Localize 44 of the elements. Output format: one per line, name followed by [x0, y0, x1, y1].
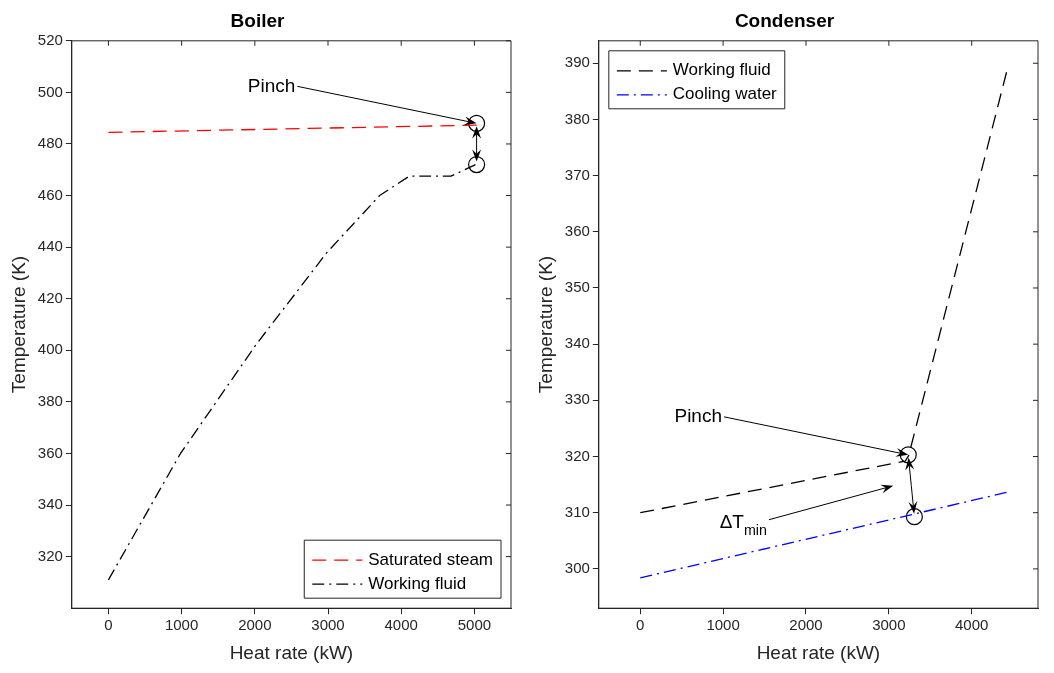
y-tick-label: 440 [37, 237, 63, 255]
y-tick-label: 460 [37, 185, 63, 203]
annotation: Pinch [674, 405, 722, 427]
y-axis-title: Temperature (K) [7, 255, 29, 394]
annotation: Pinch [247, 74, 296, 96]
y-tick-label: 380 [564, 109, 590, 127]
x-tick-label: 2000 [789, 616, 823, 634]
y-tick-label: 480 [37, 134, 63, 152]
x-tick-label: 5000 [457, 616, 492, 634]
y-axis-title: Temperature (K) [534, 255, 556, 394]
x-tick-label: 3000 [311, 616, 345, 634]
x-tick-label: 0 [104, 616, 113, 634]
chart-title: Boiler [230, 9, 286, 31]
legend-label: Working fluid [368, 573, 467, 593]
y-tick-label: 380 [37, 392, 63, 410]
legend-label: Saturated steam [368, 549, 494, 569]
y-tick-label: 360 [564, 221, 590, 239]
chart-title: Condenser [734, 9, 835, 31]
y-tick-label: 390 [564, 53, 590, 71]
y-tick-label: 300 [564, 559, 590, 577]
y-tick-label: 340 [564, 334, 590, 352]
y-tick-label: 500 [37, 82, 63, 100]
x-axis-title: Heat rate (kW) [229, 641, 354, 663]
y-tick-label: 320 [37, 546, 63, 564]
y-tick-label: 340 [37, 495, 63, 513]
x-tick-label: 4000 [384, 616, 418, 634]
x-tick-label: 2000 [238, 616, 272, 634]
y-tick-label: 310 [564, 502, 590, 520]
y-tick-label: 350 [564, 278, 590, 296]
y-tick-label: 370 [564, 165, 590, 183]
y-tick-label: 520 [37, 30, 63, 48]
legend-label: Working fluid [672, 60, 771, 80]
x-tick-label: 3000 [872, 616, 906, 634]
legend-label: Cooling water [672, 84, 778, 104]
y-tick-label: 360 [37, 443, 63, 461]
y-tick-label: 330 [564, 390, 590, 408]
y-tick-label: 420 [37, 288, 63, 306]
x-axis-title: Heat rate (kW) [756, 641, 881, 663]
y-tick-label: 400 [37, 340, 63, 358]
y-tick-label: 320 [564, 446, 590, 464]
x-tick-label: 1000 [706, 616, 740, 634]
x-tick-label: 0 [636, 616, 645, 634]
x-tick-label: 4000 [955, 616, 989, 634]
x-tick-label: 1000 [164, 616, 199, 634]
